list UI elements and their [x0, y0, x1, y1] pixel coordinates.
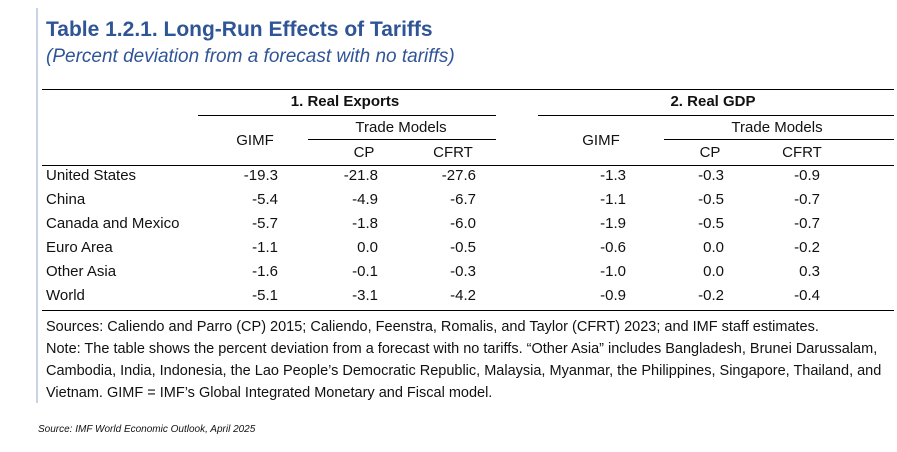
gdp-gimf-header: GIMF: [582, 132, 620, 149]
table-cell: -0.3: [698, 167, 724, 184]
row-label: World: [46, 287, 85, 304]
table-cell: 0.0: [703, 263, 724, 280]
table-cell: -1.0: [600, 263, 626, 280]
exports-trade-models-rule: [308, 139, 496, 140]
table-cell: -0.1: [352, 263, 378, 280]
gdp-trade-models-rule: [664, 139, 894, 140]
gdp-trade-models-header: Trade Models: [731, 119, 823, 136]
table-cell: -0.5: [698, 191, 724, 208]
table-cell: -0.7: [794, 191, 820, 208]
table-cell: -21.8: [343, 167, 378, 184]
table-cell: -4.2: [450, 287, 476, 304]
table-cell: -0.5: [698, 215, 724, 232]
table-cell: -0.9: [600, 287, 626, 304]
exports-gimf-header: GIMF: [236, 132, 274, 149]
table-cell: -1.3: [600, 167, 626, 184]
row-label: Other Asia: [46, 263, 117, 280]
table-cell: -0.4: [794, 287, 820, 304]
gdp-group-rule: [538, 115, 894, 116]
sources-note: Sources: Caliendo and Parro (CP) 2015; C…: [46, 319, 819, 335]
table-cell: -1.9: [600, 215, 626, 232]
table-cell: -0.6: [600, 239, 626, 256]
table-cell: -0.9: [794, 167, 820, 184]
table-cell: -5.4: [252, 191, 278, 208]
gdp-cfrt-header: CFRT: [782, 144, 822, 161]
source-caption: Source: IMF World Economic Outlook, Apri…: [38, 424, 256, 435]
table-cell: -5.7: [252, 215, 278, 232]
row-label: United States: [46, 167, 137, 184]
exports-cfrt-header: CFRT: [433, 144, 473, 161]
table-notes: Sources: Caliendo and Parro (CP) 2015; C…: [46, 316, 886, 404]
group-header-real-exports: 1. Real Exports: [290, 93, 400, 110]
gdp-cp-header: CP: [699, 144, 721, 161]
row-label: China: [46, 191, 86, 208]
header-bottom-rule: [42, 165, 894, 166]
exports-cp-header: CP: [353, 144, 375, 161]
table-cell: -5.1: [252, 287, 278, 304]
table-cell: -1.8: [352, 215, 378, 232]
table-cell: -4.9: [352, 191, 378, 208]
table-cell: -0.2: [698, 287, 724, 304]
row-label: Euro Area: [46, 239, 113, 256]
table-cell: -0.2: [794, 239, 820, 256]
table-cell: 0.3: [799, 263, 820, 280]
table-cell: 0.0: [357, 239, 378, 256]
exports-trade-models-header: Trade Models: [355, 119, 447, 136]
table-cell: -27.6: [441, 167, 476, 184]
table-cell: -6.7: [450, 191, 476, 208]
bottom-rule: [42, 310, 894, 311]
table-cell: -0.5: [450, 239, 476, 256]
top-rule: [42, 89, 894, 90]
table-cell: -1.1: [600, 191, 626, 208]
table-cell: -0.7: [794, 215, 820, 232]
row-label: Canada and Mexico: [46, 215, 180, 232]
group-header-real-gdp: 2. Real GDP: [670, 93, 756, 110]
table-cell: -1.1: [252, 239, 278, 256]
exports-group-rule: [198, 115, 496, 116]
table-subtitle: (Percent deviation from a forecast with …: [46, 46, 455, 67]
explanatory-note: Note: The table shows the percent deviat…: [46, 341, 882, 401]
table-title: Table 1.2.1. Long-Run Effects of Tariffs: [46, 18, 433, 41]
table-panel: Table 1.2.1. Long-Run Effects of Tariffs…: [36, 8, 897, 403]
table-cell: -1.6: [252, 263, 278, 280]
table-cell: -6.0: [450, 215, 476, 232]
table-cell: 0.0: [703, 239, 724, 256]
table-cell: -0.3: [450, 263, 476, 280]
table-cell: -19.3: [243, 167, 278, 184]
table-cell: -3.1: [352, 287, 378, 304]
